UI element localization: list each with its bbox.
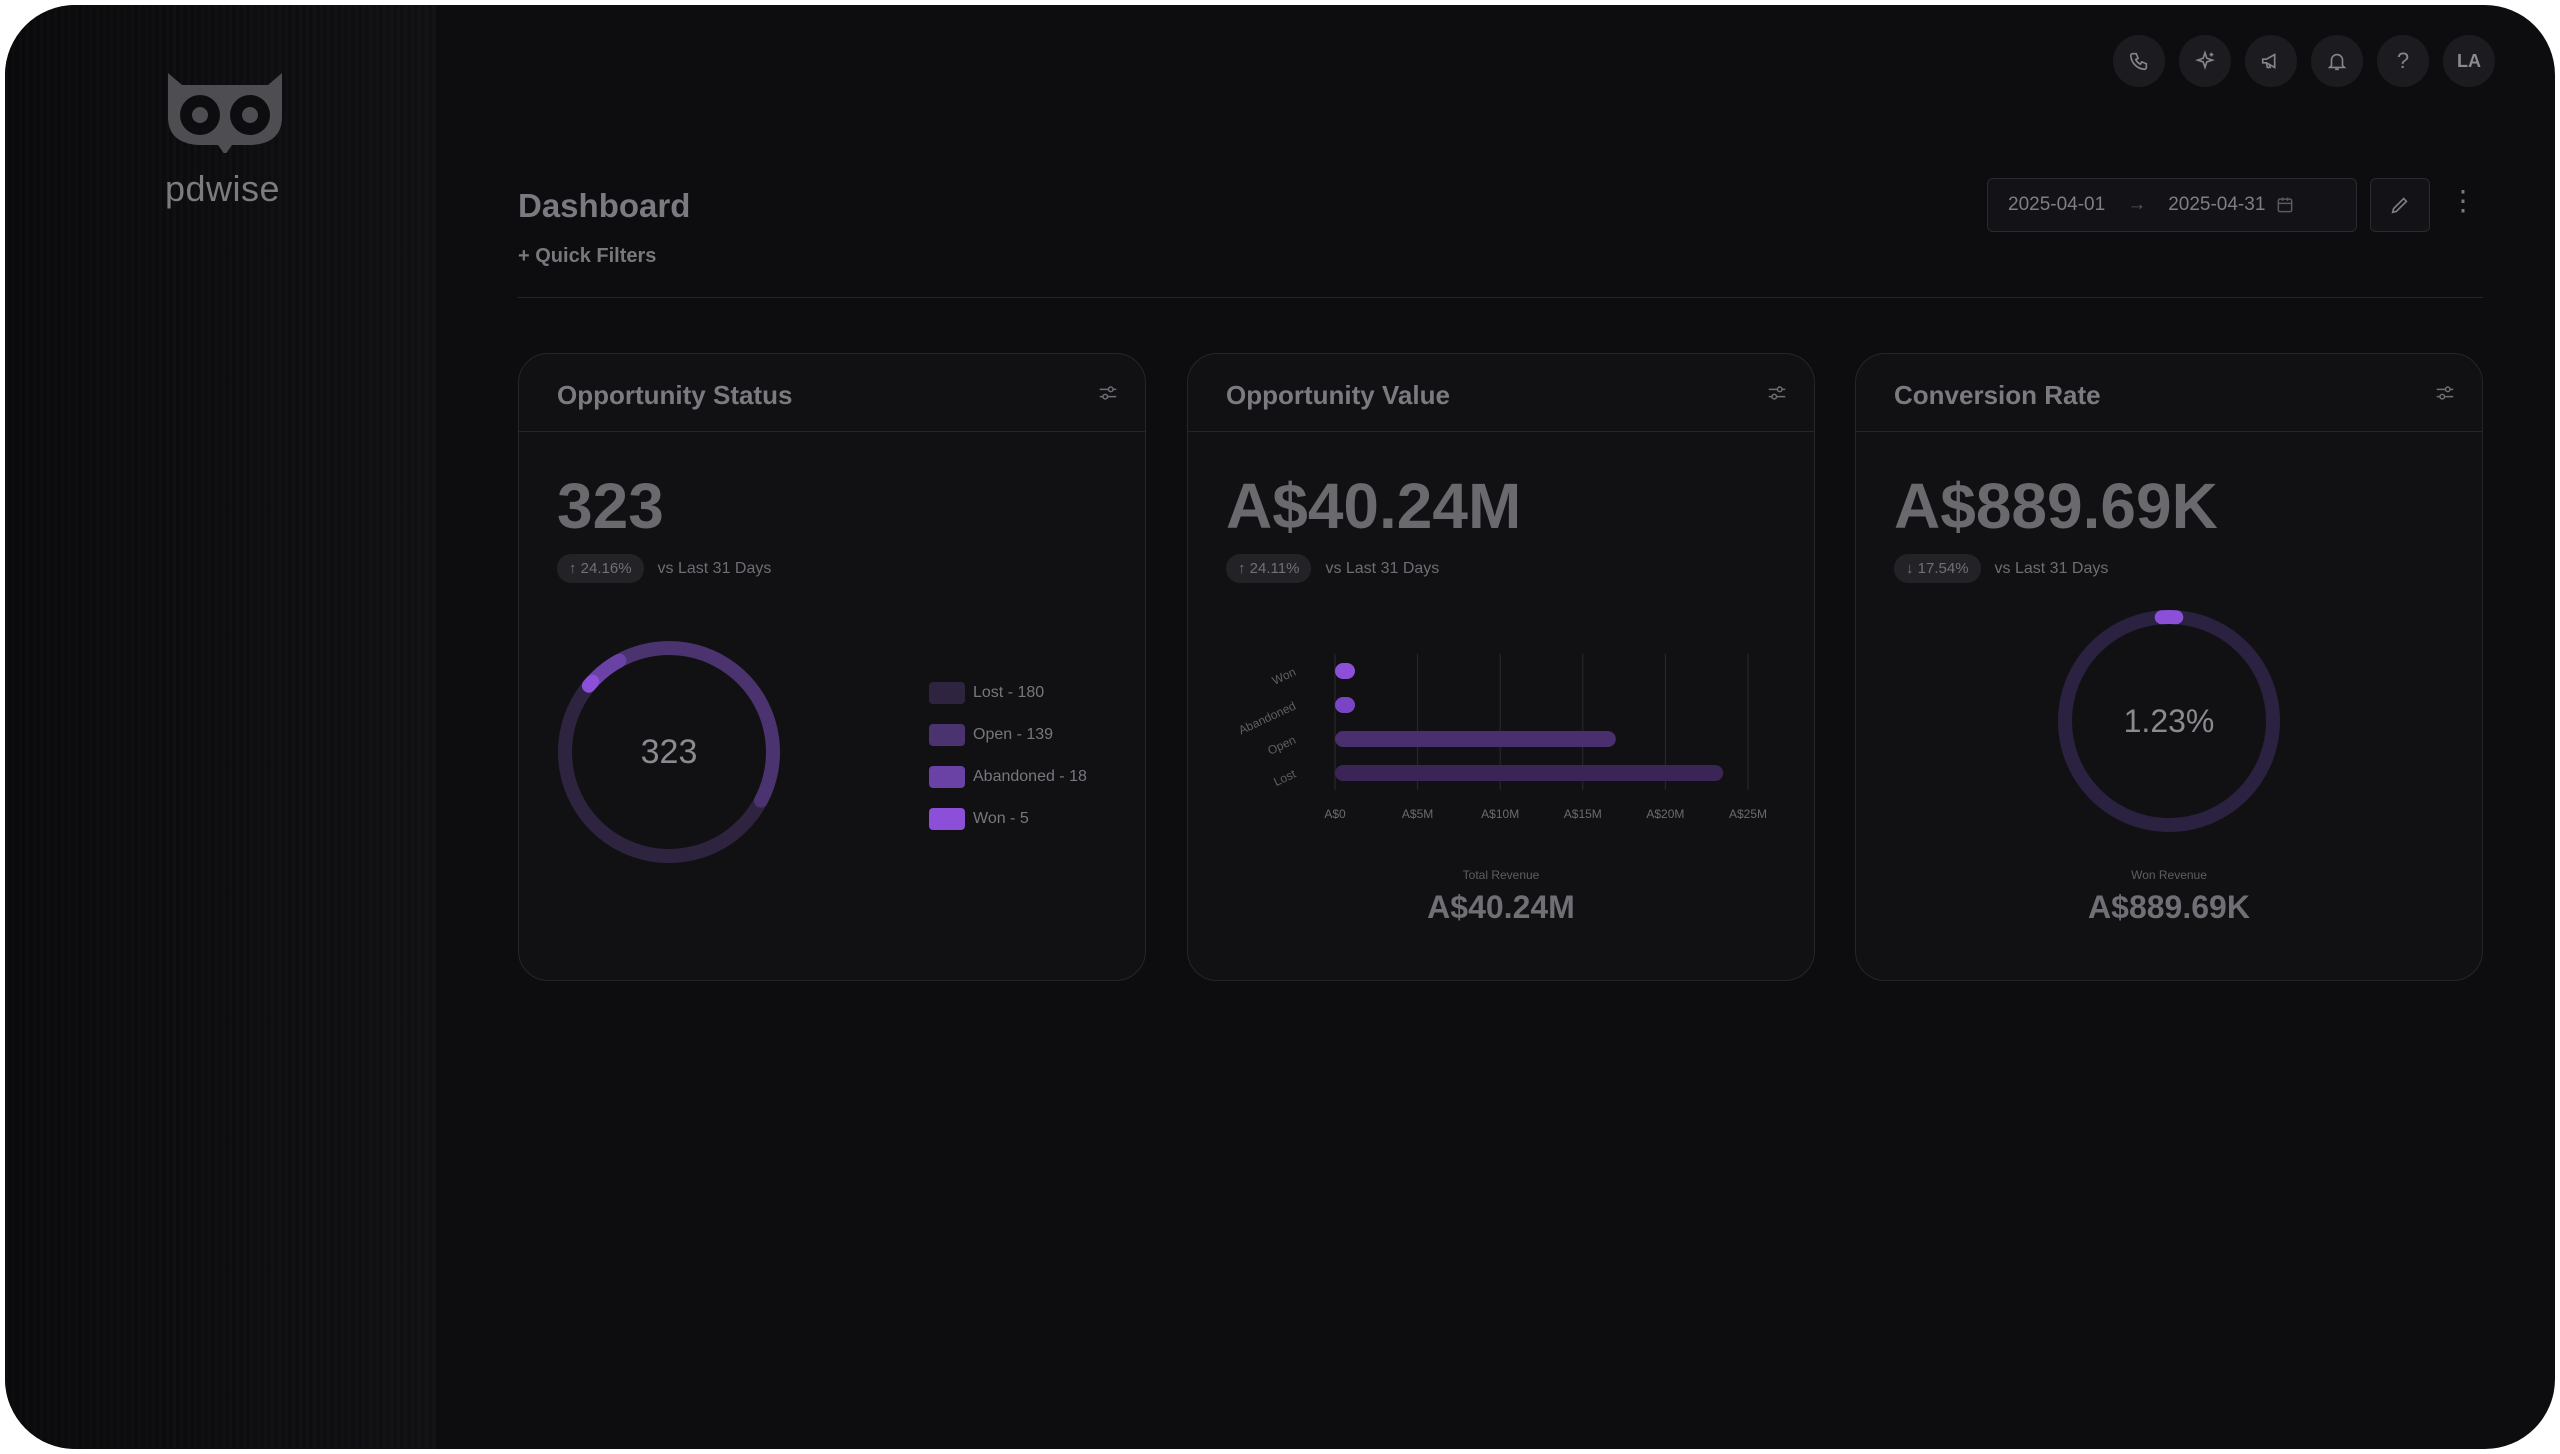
card-header: Opportunity Value bbox=[1188, 354, 1814, 432]
conversion-rate-card: Conversion Rate A$889.69K ↓ 17.54% vs La… bbox=[1855, 353, 2483, 981]
metric-value: A$889.69K bbox=[1894, 470, 2218, 542]
edit-button[interactable] bbox=[2370, 178, 2430, 232]
x-tick-label: A$15M bbox=[1564, 807, 1602, 821]
brand-name: pdwise bbox=[165, 168, 281, 209]
donut-segment-lost[interactable] bbox=[558, 681, 766, 863]
card-header: Opportunity Status bbox=[519, 354, 1145, 432]
comparison-label: vs Last 31 Days bbox=[1994, 559, 2109, 577]
conversion-donut-chart: 1.23% bbox=[2058, 610, 2280, 832]
card-header: Conversion Rate bbox=[1856, 354, 2482, 432]
app-window: pdwise ? LA Dashboard + Quick Filters 20… bbox=[5, 5, 2555, 1449]
change-badge: ↑ 24.16% bbox=[557, 554, 644, 583]
value-bar-chart: A$0 A$5M A$10M A$15M A$20M A$25M Won AbandonedO… bbox=[1236, 654, 1767, 821]
change-badge: ↓ 17.54% bbox=[1894, 554, 1981, 583]
legend-label: Lost - 180 bbox=[973, 684, 1045, 701]
sliders-icon[interactable] bbox=[1097, 382, 1119, 404]
page-title: Dashboard bbox=[518, 187, 691, 224]
pencil-icon bbox=[2391, 197, 2408, 214]
x-tick-label: A$10M bbox=[1481, 807, 1519, 821]
legend-item[interactable]: Abandoned - 18 bbox=[929, 756, 1087, 798]
megaphone-icon[interactable] bbox=[2245, 35, 2297, 87]
donut-segment-abandoned[interactable] bbox=[588, 653, 627, 686]
y-category-label: Open bbox=[1265, 733, 1298, 758]
sliders-icon[interactable] bbox=[2434, 382, 2456, 404]
phone-icon[interactable] bbox=[2113, 35, 2165, 87]
comparison-label: vs Last 31 Days bbox=[1325, 559, 1440, 577]
date-end[interactable]: 2025-04-31 bbox=[2168, 194, 2266, 215]
opportunity-value-card: Opportunity Value A$40.24M ↑ 24.11% vs L… bbox=[1187, 353, 1815, 981]
legend-item[interactable]: Won - 5 bbox=[929, 798, 1087, 840]
metric-value: A$40.24M bbox=[1226, 470, 1522, 542]
legend-swatch bbox=[929, 682, 965, 704]
caption-value: A$40.24M bbox=[1427, 889, 1575, 925]
metric-value: 323 bbox=[557, 470, 664, 542]
top-toolbar: ? LA bbox=[2113, 35, 2495, 87]
x-tick-label: A$0 bbox=[1324, 807, 1346, 821]
legend-item[interactable]: Open - 139 bbox=[929, 714, 1087, 756]
card-title: Opportunity Status bbox=[557, 380, 793, 410]
trend-row: ↑ 24.16% vs Last 31 Days bbox=[557, 554, 771, 583]
x-tick-label: A$25M bbox=[1729, 807, 1767, 821]
x-tick-label: A$5M bbox=[1402, 807, 1433, 821]
y-category-label: Abandoned bbox=[1236, 699, 1298, 738]
bell-icon[interactable] bbox=[2311, 35, 2363, 87]
change-badge: ↑ 24.11% bbox=[1226, 554, 1312, 583]
legend-swatch bbox=[929, 808, 965, 830]
arrow-right-icon: → bbox=[2127, 194, 2147, 215]
sparkle-icon[interactable] bbox=[2179, 35, 2231, 87]
caption-label: Total Revenue bbox=[1462, 868, 1540, 882]
status-legend: Lost - 180 Open - 139 Abandoned - 18 Won - … bbox=[929, 672, 1087, 840]
quick-filters-button[interactable]: + Quick Filters bbox=[518, 245, 657, 267]
y-category-label: Lost bbox=[1271, 766, 1298, 789]
donut-segment-won[interactable] bbox=[581, 674, 600, 693]
status-donut-chart: 323 bbox=[558, 641, 780, 863]
header-divider bbox=[518, 297, 2483, 298]
bar-open[interactable] bbox=[1335, 731, 1616, 747]
legend-label: Open - 139 bbox=[973, 726, 1054, 743]
owl-logo-icon[interactable] bbox=[160, 73, 290, 153]
avatar[interactable]: LA bbox=[2443, 35, 2495, 87]
x-tick-label: A$20M bbox=[1646, 807, 1684, 821]
trend-row: ↓ 17.54% vs Last 31 Days bbox=[1894, 554, 2108, 583]
sidebar: pdwise bbox=[5, 5, 437, 1449]
donut-center-label: 1.23% bbox=[2124, 703, 2215, 739]
comparison-label: vs Last 31 Days bbox=[657, 559, 772, 577]
legend-swatch bbox=[929, 724, 965, 746]
date-range-picker[interactable]: 2025-04-01 → 2025-04-31 bbox=[1987, 178, 2357, 232]
help-icon[interactable]: ? bbox=[2377, 35, 2429, 87]
donut-center-label: 323 bbox=[641, 733, 698, 771]
legend-label: Won - 5 bbox=[973, 810, 1029, 827]
trend-row: ↑ 24.11% vs Last 31 Days bbox=[1226, 554, 1439, 583]
y-category-label: Won bbox=[1270, 665, 1298, 688]
card-title: Opportunity Value bbox=[1226, 380, 1450, 410]
legend-swatch bbox=[929, 766, 965, 788]
caption-value: A$889.69K bbox=[2088, 889, 2250, 925]
bar-abandoned[interactable] bbox=[1335, 697, 1355, 713]
caption-label: Won Revenue bbox=[2131, 868, 2207, 882]
calendar-icon[interactable] bbox=[2275, 195, 2295, 215]
bar-lost[interactable] bbox=[1335, 765, 1724, 781]
bar-won[interactable] bbox=[1335, 663, 1355, 679]
sliders-icon[interactable] bbox=[1766, 382, 1788, 404]
opportunity-status-card: Opportunity Status 323 ↑ 24.16% vs Last … bbox=[518, 353, 1146, 981]
more-options-icon[interactable]: ⋮ bbox=[2449, 185, 2477, 216]
date-start[interactable]: 2025-04-01 bbox=[2008, 194, 2106, 215]
legend-label: Abandoned - 18 bbox=[973, 768, 1087, 785]
avatar-initials: LA bbox=[2457, 50, 2481, 71]
card-title: Conversion Rate bbox=[1894, 380, 2101, 410]
donut-segment-open[interactable] bbox=[616, 641, 780, 808]
legend-item[interactable]: Lost - 180 bbox=[929, 672, 1087, 714]
